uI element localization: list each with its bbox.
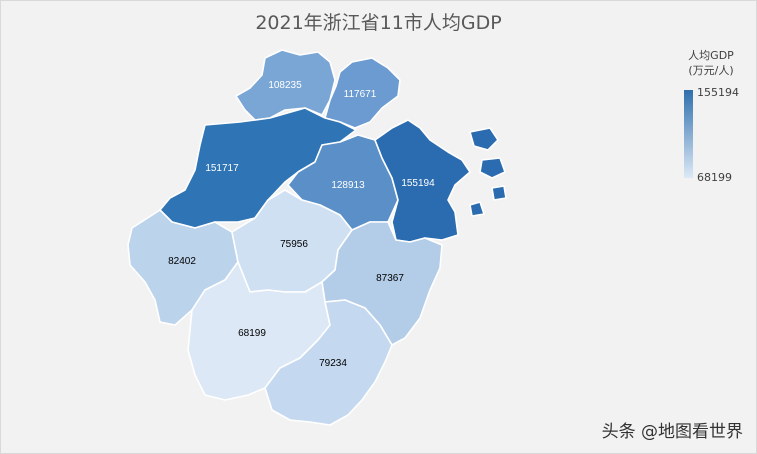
region-2-value: 151717 (205, 163, 239, 174)
region-3-value: 128913 (331, 180, 365, 191)
region-6-value: 75956 (280, 239, 308, 250)
region-9 (264, 299, 393, 426)
region-9-value: 79234 (319, 358, 347, 369)
watermark: 头条 @地图看世界 (601, 422, 743, 442)
region-7-value: 87367 (376, 273, 404, 284)
region-4-value: 155194 (401, 178, 435, 189)
map-title: 2021年浙江省11市人均GDP (255, 12, 502, 34)
region-1-value: 117671 (344, 89, 377, 100)
region-8-value: 68199 (238, 328, 266, 339)
legend-min-label: 68199 (697, 171, 732, 184)
legend-title: 人均GDP (万元/人) (670, 48, 752, 78)
legend-max-label: 155194 (697, 86, 739, 99)
region-5-value: 82402 (168, 256, 196, 267)
legend-title-line2: (万元/人) (688, 64, 734, 77)
region-2 (159, 107, 357, 229)
legend-color-bar (684, 90, 693, 178)
region-0-value: 108235 (268, 80, 302, 91)
region-islands (469, 127, 507, 217)
legend-title-line1: 人均GDP (688, 49, 734, 62)
region-4 (374, 119, 471, 243)
region-1 (324, 57, 401, 129)
